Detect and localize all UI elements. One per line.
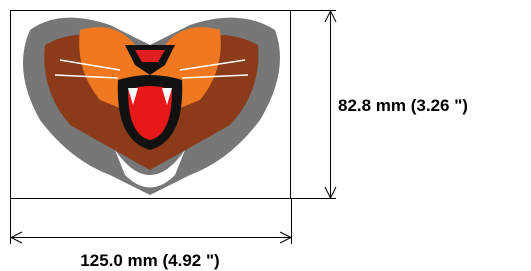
width-label: 125.0 mm (4.92 ") (80, 251, 219, 270)
height-dimension: 82.8 mm (3.26 ") (290, 11, 468, 199)
tiger-artwork (23, 18, 280, 195)
height-label: 82.8 mm (3.26 ") (338, 96, 468, 115)
width-dimension: 125.0 mm (4.92 ") (11, 198, 292, 270)
design-preview: 82.8 mm (3.26 ") 125.0 mm (4.92 ") (0, 0, 531, 271)
